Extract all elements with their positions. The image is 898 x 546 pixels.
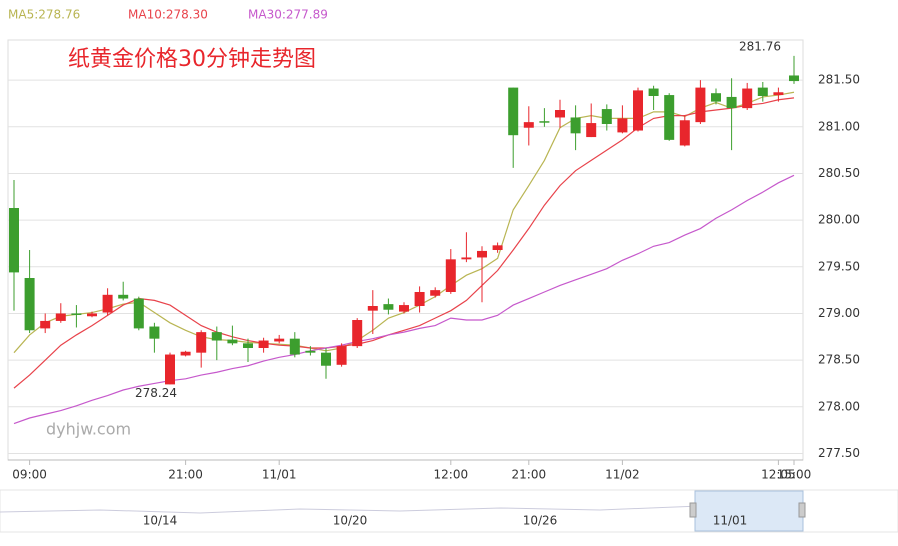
watermark: dyhjw.com — [46, 420, 131, 439]
candle-body — [477, 250, 487, 258]
candle-body — [555, 110, 565, 118]
candle-body — [633, 90, 643, 131]
x-tick-label: 11/01 — [262, 468, 297, 482]
candle-body — [243, 343, 253, 348]
candle-body — [461, 257, 472, 260]
candle-body — [679, 120, 690, 146]
candle-body — [118, 294, 129, 299]
candle-body — [24, 278, 35, 331]
candle-body — [336, 346, 347, 365]
candle-body — [352, 320, 363, 347]
candle-body — [87, 313, 97, 317]
candle-body — [695, 87, 706, 123]
candle-body — [71, 313, 82, 315]
high-label: 281.76 — [739, 39, 781, 53]
candle-body — [430, 290, 441, 296]
legend-label: MA5:278.76 — [8, 8, 80, 22]
navigator-window[interactable] — [694, 490, 804, 532]
candle-body — [211, 332, 222, 341]
candle-body — [414, 292, 425, 306]
candle-body — [757, 87, 768, 96]
candle-body — [40, 320, 51, 329]
candle-body — [445, 259, 456, 292]
candle-body — [133, 298, 144, 329]
y-tick-label: 280.00 — [818, 213, 860, 227]
candle-body — [9, 208, 19, 273]
candle-body — [274, 338, 285, 342]
navigator-label: 10/20 — [333, 514, 368, 528]
candle-body — [742, 88, 753, 109]
candle-body — [383, 304, 394, 310]
y-tick-label: 278.00 — [818, 399, 860, 413]
x-tick-label: 12:00 — [434, 468, 469, 482]
candle-body — [523, 122, 534, 128]
navigator-handle[interactable] — [798, 502, 806, 518]
x-tick-label: 09:00 — [12, 468, 47, 482]
candle-body — [664, 95, 675, 140]
candle-body — [321, 352, 331, 366]
y-tick-label: 279.50 — [818, 259, 860, 273]
candle-body — [711, 93, 721, 102]
navigator-label: 10/26 — [523, 514, 558, 528]
x-tick-label: 21:00 — [512, 468, 547, 482]
candle-body — [196, 332, 207, 353]
y-tick-label: 277.50 — [818, 446, 860, 460]
candle-body — [289, 338, 300, 355]
candle-body — [165, 354, 175, 385]
candle-body — [586, 123, 597, 138]
y-tick-label: 279.00 — [818, 306, 860, 320]
candle-body — [102, 294, 113, 313]
y-tick-label: 281.00 — [818, 119, 860, 133]
candle-body — [726, 96, 737, 109]
navigator-handle[interactable] — [689, 502, 697, 518]
candle-body — [258, 340, 269, 348]
low-label: 278.24 — [135, 386, 177, 400]
plot-frame — [7, 39, 804, 461]
y-tick-label: 281.50 — [818, 73, 860, 87]
candle-body — [570, 117, 581, 134]
candle-body — [180, 351, 191, 356]
y-tick-label: 278.50 — [818, 353, 860, 367]
candle-body — [617, 118, 628, 133]
x-tick-label: 15:00 — [777, 468, 812, 482]
x-tick-label: 21:00 — [168, 468, 203, 482]
navigator-line — [0, 502, 801, 514]
candle-body — [508, 87, 519, 136]
y-tick-label: 280.50 — [818, 166, 860, 180]
candle-body — [601, 109, 612, 124]
candle-body — [648, 88, 659, 96]
candle-body — [539, 121, 550, 123]
chart-title: 纸黄金价格30分钟走势图 — [68, 47, 316, 72]
candle-body — [367, 306, 378, 311]
candle-body — [492, 245, 503, 250]
candle-body — [305, 350, 316, 353]
ma-line — [13, 97, 795, 389]
candle-body — [149, 326, 160, 339]
candle-body — [773, 92, 784, 96]
x-tick-label: 11/02 — [605, 468, 640, 482]
legend-label: MA10:278.30 — [128, 8, 208, 22]
navigator-label: 11/01 — [713, 514, 748, 528]
ma-line — [13, 174, 795, 425]
candle-body — [789, 75, 799, 82]
navigator-label: 10/14 — [143, 514, 178, 528]
candle-body — [399, 305, 409, 312]
legend-label: MA30:277.89 — [248, 8, 328, 22]
candle-body — [55, 313, 66, 321]
x-tick-label: 12:05 — [761, 468, 796, 482]
candle-body — [227, 339, 238, 344]
